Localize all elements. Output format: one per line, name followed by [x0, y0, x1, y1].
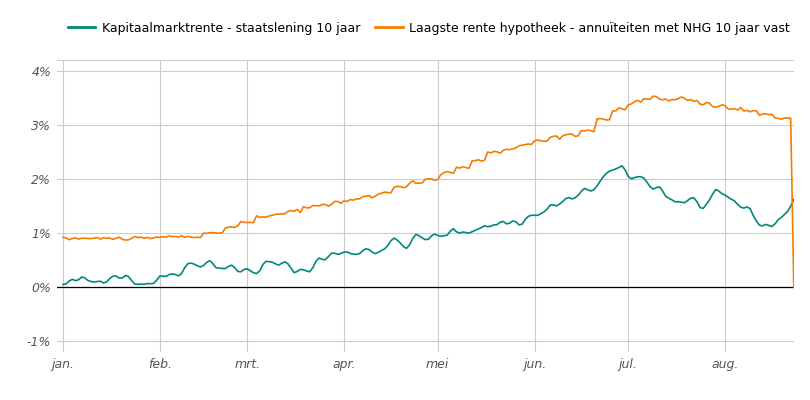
Legend: Kapitaalmarktrente - staatslening 10 jaar, Laagste rente hypotheek - annuïteiten: Kapitaalmarktrente - staatslening 10 jaa… — [63, 17, 795, 40]
